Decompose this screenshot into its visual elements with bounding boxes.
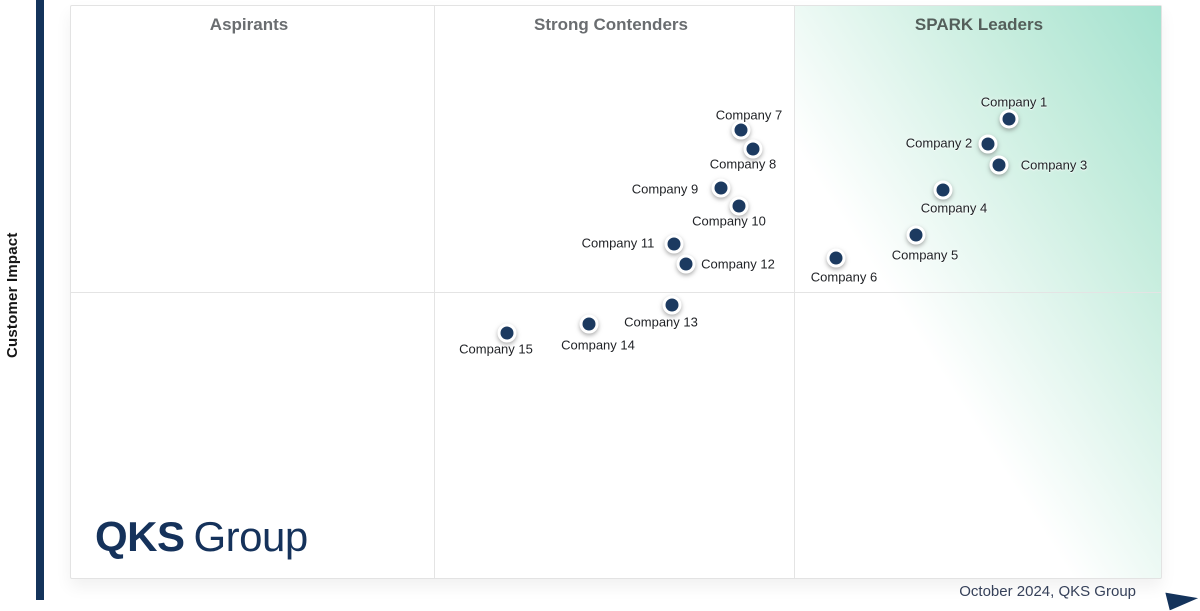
data-point-label-company-9: Company 9 [631,181,699,197]
data-point-company-12[interactable] [676,254,696,274]
data-point-company-9[interactable] [711,178,731,198]
grid-divider-horizontal [71,292,1161,293]
data-point-label-company-7: Company 7 [715,107,783,123]
data-point-company-10[interactable] [729,196,749,216]
data-point-company-15[interactable] [497,323,517,343]
quadrant-title-aspirants: Aspirants [209,15,289,34]
data-point-label-company-3: Company 3 [1020,157,1088,173]
x-axis-arrow-icon [1165,585,1199,610]
data-point-label-company-2: Company 2 [905,135,973,151]
data-point-company-7[interactable] [731,120,751,140]
data-point-company-5[interactable] [906,225,926,245]
quadrant-title-strong-contenders: Strong Contenders [534,15,688,34]
data-point-label-company-12: Company 12 [701,256,775,272]
y-axis-line [36,0,44,600]
qks-group-logo: QKS Group [95,513,308,561]
data-point-company-4[interactable] [933,180,953,200]
data-point-company-8[interactable] [743,139,763,159]
data-point-label-company-13: Company 13 [624,314,698,330]
data-point-label-company-6: Company 6 [810,269,878,285]
data-point-label-company-5: Company 5 [891,247,959,263]
logo-bold-text: QKS [95,513,185,560]
chart-area: Aspirants Strong Contenders SPARK Leader… [70,5,1162,579]
logo-regular-text: Group [193,513,309,560]
data-point-label-company-1: Company 1 [980,94,1048,110]
data-point-label-company-14: Company 14 [561,337,635,353]
data-point-company-6[interactable] [826,248,846,268]
data-point-label-company-11: Company 11 [581,235,655,251]
data-point-company-1[interactable] [999,109,1019,129]
data-point-company-2[interactable] [978,134,998,154]
data-point-label-company-4: Company 4 [920,200,988,216]
y-axis-label: Customer Impact [4,232,21,358]
footer-date: October 2024, QKS Group [959,583,1136,600]
data-point-company-13[interactable] [662,295,682,315]
data-point-company-3[interactable] [989,155,1009,175]
data-point-company-14[interactable] [579,314,599,334]
quadrant-title-spark-leaders: SPARK Leaders [914,15,1044,34]
data-point-label-company-15: Company 15 [459,341,533,357]
data-point-company-11[interactable] [664,234,684,254]
data-point-label-company-8: Company 8 [709,156,777,172]
data-point-label-company-10: Company 10 [692,213,766,229]
